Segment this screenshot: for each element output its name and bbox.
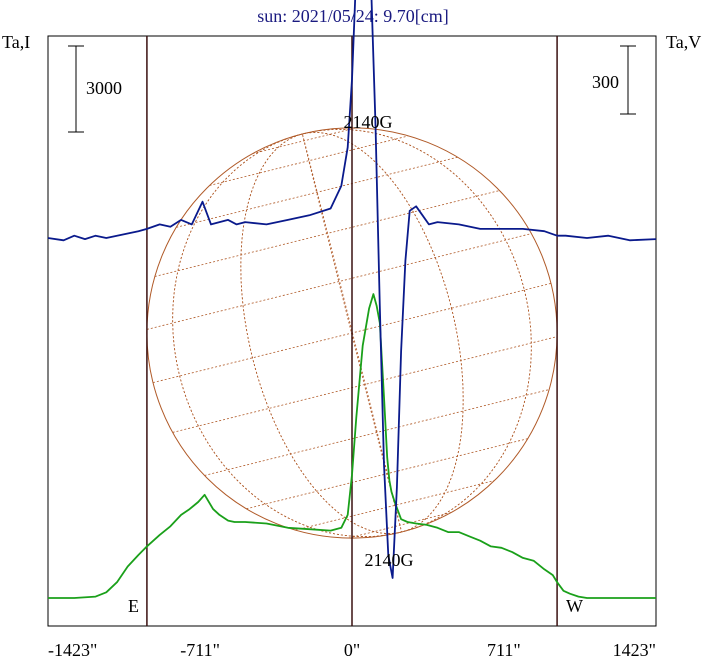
series-ta-i-line [48, 293, 656, 599]
x-tick-label: 1423" [613, 640, 656, 660]
chart-title: sun: 2021/05/24: 9.70[cm] [257, 6, 449, 26]
annotations: 2140G 2140G [344, 112, 414, 570]
series-ta-v-line [47, 0, 657, 579]
latitude-line [252, 127, 356, 155]
latitude-line [246, 438, 528, 510]
right-scale-bar [620, 45, 636, 115]
latitude-line [172, 336, 558, 433]
latitude-line [154, 190, 500, 277]
annotation-label: 2140G [365, 550, 414, 570]
latitude-line [146, 233, 532, 330]
latitude-line [348, 511, 452, 539]
left-axis-label: Ta,I [2, 32, 30, 52]
x-tick-labels: -1423" -711" 0" 711" 1423" [48, 640, 656, 660]
west-label: W [566, 596, 583, 616]
east-label: E [128, 596, 139, 616]
limb-marker-lines [146, 36, 558, 626]
latitude-line [176, 156, 458, 228]
series-lines [47, 0, 657, 599]
x-tick-label: 0" [344, 640, 360, 660]
latitude-line [209, 135, 409, 186]
left-scale-label: 3000 [86, 78, 122, 98]
latitude-line [204, 389, 550, 476]
x-tick-label: -711" [180, 640, 220, 660]
annotation-label: 2140G [344, 112, 393, 132]
right-axis-label: Ta,V [666, 32, 701, 52]
x-tick-label: 711" [487, 640, 521, 660]
left-scale-bar [68, 45, 84, 133]
x-tick-label: -1423" [48, 640, 97, 660]
right-scale-label: 300 [592, 72, 619, 92]
